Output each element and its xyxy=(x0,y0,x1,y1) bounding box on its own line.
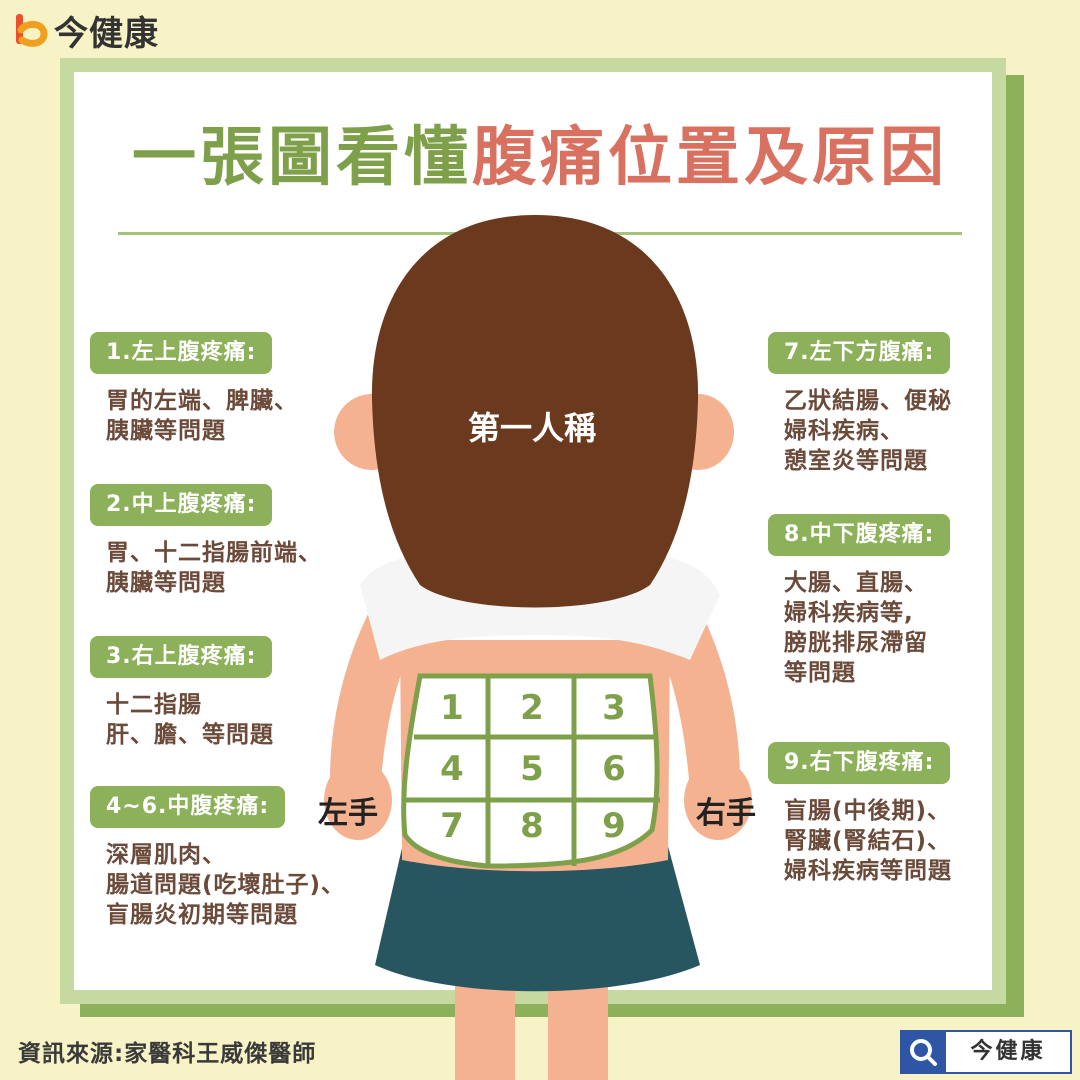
desc-line: 憩室炎等問題 xyxy=(784,448,928,474)
desc-line: 腸道問題(吃壞肚子)、 xyxy=(106,872,346,898)
desc-line: 胰臟等問題 xyxy=(106,418,226,444)
desc-line: 等問題 xyxy=(784,660,856,686)
desc-line: 胃的左端、脾臟、 xyxy=(106,388,298,414)
title-green-part: 一張圖看懂 xyxy=(132,121,472,195)
grid-cell-7: 7 xyxy=(440,806,464,846)
search-icon[interactable] xyxy=(902,1032,946,1072)
pain-title-7: 7.左下方腹痛: xyxy=(768,332,951,374)
desc-line: 胃、十二指腸前端、 xyxy=(106,540,322,566)
source-credit: 資訊來源:家醫科王威傑醫師 xyxy=(18,1041,317,1067)
right-hand xyxy=(684,760,752,840)
right-hand-label: 右手 xyxy=(696,796,756,831)
pain-block-3: 3.右上腹疼痛: 十二指腸 肝、膽、等問題 xyxy=(90,636,274,750)
brand-logo: 今健康 xyxy=(12,8,159,54)
desc-line: 大腸、直腸、 xyxy=(784,570,928,596)
desc-line: 深層肌肉、 xyxy=(106,842,226,868)
figure-label: 第一人稱 xyxy=(467,409,597,447)
grid-cell-1: 1 xyxy=(440,688,464,728)
grid-cell-3: 3 xyxy=(602,688,626,728)
pain-block-8: 8.中下腹疼痛: 大腸、直腸、 婦科疾病等, 膀胱排尿滯留 等問題 xyxy=(768,514,951,688)
left-hand xyxy=(324,760,392,840)
desc-line: 乙狀結腸、便秘 xyxy=(784,388,952,414)
desc-line: 膀胱排尿滯留 xyxy=(784,630,928,656)
pain-title-9: 9.右下腹疼痛: xyxy=(768,742,951,784)
skirt xyxy=(375,835,700,992)
pain-title-2: 2.中上腹疼痛: xyxy=(90,484,273,526)
pain-block-2: 2.中上腹疼痛: 胃、十二指腸前端、 胰臟等問題 xyxy=(90,484,322,598)
pain-desc-1: 胃的左端、脾臟、 胰臟等問題 xyxy=(90,386,298,446)
desc-line: 腎臟(腎結石)、 xyxy=(784,828,952,854)
desc-line: 婦科疾病等, xyxy=(784,600,914,626)
pain-block-1: 1.左上腹疼痛: 胃的左端、脾臟、 胰臟等問題 xyxy=(90,332,298,446)
grid-cell-9: 9 xyxy=(602,806,626,846)
grid-cell-5: 5 xyxy=(520,749,544,789)
pain-desc-9: 盲腸(中後期)、 腎臟(腎結石)、 婦科疾病等問題 xyxy=(768,796,952,886)
pain-title-1: 1.左上腹疼痛: xyxy=(90,332,273,374)
page-title: 一張圖看懂腹痛位置及原因 xyxy=(0,118,1080,198)
brand-name: 今健康 xyxy=(54,13,159,54)
left-hand-label: 左手 xyxy=(318,796,378,831)
pain-desc-3: 十二指腸 肝、膽、等問題 xyxy=(90,690,274,750)
grid-cell-6: 6 xyxy=(602,749,626,789)
grid-cell-4: 4 xyxy=(440,749,464,789)
search-label[interactable]: 今健康 xyxy=(970,1039,1046,1064)
title-red-part: 腹痛位置及原因 xyxy=(472,121,948,195)
left-arm xyxy=(330,610,415,790)
desc-line: 婦科疾病、 xyxy=(784,418,904,444)
pain-desc-4-6: 深層肌肉、 腸道問題(吃壞肚子)、 盲腸炎初期等問題 xyxy=(90,840,345,930)
hair xyxy=(371,215,699,608)
pain-title-4-6: 4~6.中腹疼痛: xyxy=(90,786,286,828)
desc-line: 盲腸炎初期等問題 xyxy=(106,902,298,928)
grid-cell-2: 2 xyxy=(520,688,544,728)
abdomen-grid-area xyxy=(401,673,660,869)
pain-desc-7: 乙狀結腸、便秘 婦科疾病、 憩室炎等問題 xyxy=(768,386,952,476)
desc-line: 肝、膽、等問題 xyxy=(106,722,274,748)
pain-title-3: 3.右上腹疼痛: xyxy=(90,636,273,678)
pain-block-7: 7.左下方腹痛: 乙狀結腸、便秘 婦科疾病、 憩室炎等問題 xyxy=(768,332,952,476)
desc-line: 盲腸(中後期)、 xyxy=(784,798,952,824)
desc-line: 十二指腸 xyxy=(106,692,202,718)
right-arm xyxy=(655,610,740,790)
brand-logo-icon xyxy=(12,10,50,50)
search-box[interactable]: 今健康 xyxy=(900,1030,1072,1074)
desc-line: 婦科疾病等問題 xyxy=(784,858,952,884)
desc-line: 胰臟等問題 xyxy=(106,570,226,596)
pain-title-8: 8.中下腹疼痛: xyxy=(768,514,951,556)
pain-block-9: 9.右下腹疼痛: 盲腸(中後期)、 腎臟(腎結石)、 婦科疾病等問題 xyxy=(768,742,952,886)
pain-desc-2: 胃、十二指腸前端、 胰臟等問題 xyxy=(90,538,322,598)
pain-desc-8: 大腸、直腸、 婦科疾病等, 膀胱排尿滯留 等問題 xyxy=(768,568,950,688)
pain-block-4-6: 4~6.中腹疼痛: 深層肌肉、 腸道問題(吃壞肚子)、 盲腸炎初期等問題 xyxy=(90,786,345,930)
grid-cell-8: 8 xyxy=(520,806,544,846)
